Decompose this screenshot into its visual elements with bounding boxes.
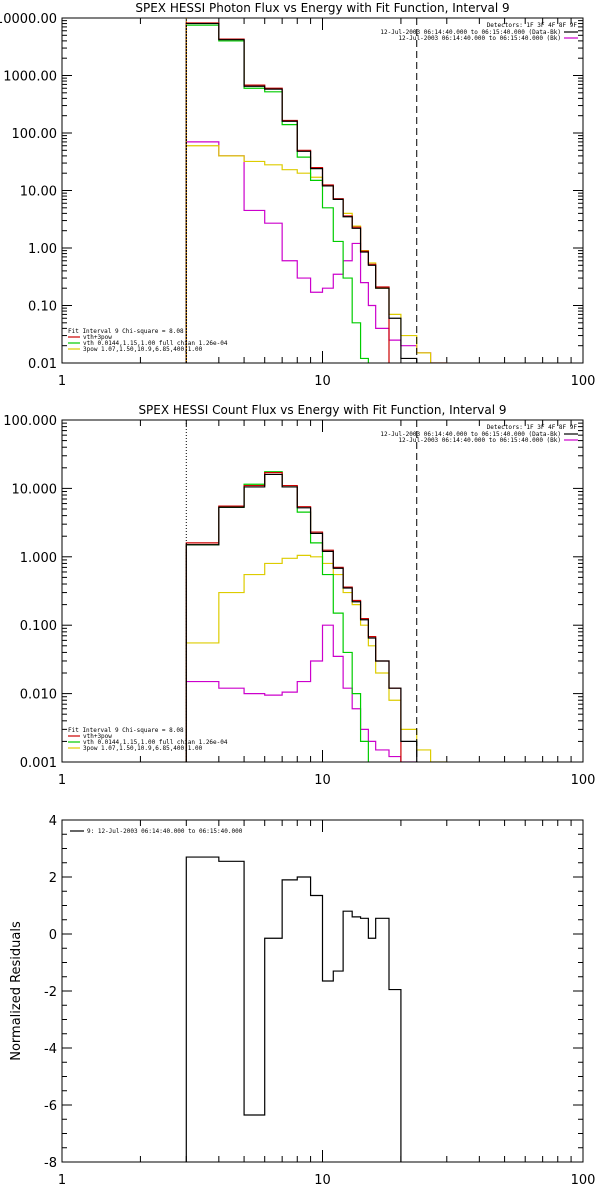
series-vth — [185, 471, 369, 762]
series-vth-3pow — [185, 22, 390, 363]
series-vth — [185, 24, 369, 363]
series-vth-3pow — [185, 472, 402, 762]
x-tick-label: 100 — [571, 374, 596, 389]
y-tick-label: 10.00 — [20, 185, 57, 200]
series-9-12-jul-2003-06-14-40-000-to-06-15-40-000 — [185, 856, 402, 1162]
fit-legend-label: 3pow 1.07,1.50,10.9,6.85,400,1.00 — [83, 346, 203, 353]
chart-panel-1: SPEX HESSI Photon Flux vs Energy with Fi… — [0, 1, 595, 389]
plot-frame — [61, 419, 584, 763]
y-tick-label: 1000.00 — [3, 70, 57, 85]
y-tick-label: 4 — [49, 814, 57, 829]
fit-legend-label: 3pow 1.07,1.50,10.9,6.85,400,1.00 — [83, 745, 203, 752]
plot-frame — [61, 819, 584, 1163]
y-tick-label: -2 — [44, 985, 57, 1000]
legend-header: Detectors: 1F 3F 4F 8F 9F — [487, 424, 578, 431]
legend-entry-label: 12-Jul-2003 06:14:40.000 to 06:15:40.000… — [380, 29, 561, 36]
legend-entry-label: 12-Jul-2003 06:14:40.000 to 06:15:40.000… — [398, 35, 561, 42]
y-tick-label: -8 — [44, 1156, 57, 1171]
x-tick-label: 100 — [571, 773, 596, 788]
fit-legend-label: vth 0.0144,1.15,1.00 full chian 1.26e-04 — [83, 340, 228, 347]
y-tick-label: 10.000 — [12, 482, 58, 497]
chart-panel-2: SPEX HESSI Count Flux vs Energy with Fit… — [3, 403, 595, 788]
y-tick-label: 2 — [49, 871, 57, 886]
y-axis-label: Normalized Residuals — [9, 921, 24, 1061]
y-tick-label: 1.000 — [20, 551, 57, 566]
legend-entry-label: 12-Jul-2003 06:14:40.000 to 06:15:40.000… — [380, 431, 561, 438]
series-group — [185, 856, 402, 1162]
chart-panel-3: Normalized Residuals 1 10 100 -8 -6 -4 -2 0 2 4 9: … — [9, 814, 595, 1188]
fit-legend-label: vth 0.0144,1.15,1.00 full chian 1.26e-04 — [83, 739, 228, 746]
y-tick-label: 100.00 — [12, 127, 58, 142]
series-group — [185, 22, 448, 363]
x-tick-label: 10 — [314, 374, 331, 389]
x-tick-label: 1 — [58, 1173, 66, 1188]
series-bk — [185, 624, 418, 762]
y-tick-label: 100.000 — [3, 414, 57, 429]
x-tick-label: 10 — [314, 1173, 331, 1188]
x-tick-label: 1 — [58, 773, 66, 788]
series-3pow — [185, 145, 448, 363]
chart-title: SPEX HESSI Count Flux vs Energy with Fit… — [138, 403, 506, 417]
legend-header: Detectors: 1F 3F 4F 8F 9F — [487, 22, 578, 29]
y-tick-label: -4 — [44, 1042, 57, 1057]
y-tick-label: 0.100 — [20, 619, 57, 634]
series-group — [185, 471, 448, 762]
series-3pow — [185, 554, 448, 762]
x-tick-label: 100 — [571, 1173, 596, 1188]
x-tick-label: 10 — [314, 773, 331, 788]
y-tick-label: 0 — [49, 928, 57, 943]
fit-legend-label: vth+3pow — [83, 733, 112, 740]
legend-entry-label: 12-Jul-2003 06:14:40.000 to 06:15:40.000… — [398, 437, 561, 444]
y-tick-label: 1.00 — [28, 242, 57, 257]
series-data-bk — [185, 473, 418, 762]
chart-title: SPEX HESSI Photon Flux vs Energy with Fi… — [135, 1, 509, 15]
legend-entry-label: 9: 12-Jul-2003 06:14:40.000 to 06:15:40.… — [87, 828, 243, 835]
y-tick-label: 10000.00 — [0, 12, 57, 27]
y-tick-label: 0.01 — [28, 357, 57, 372]
fit-legend-header: Fit Interval 9 Chi-square = 8.08 — [68, 328, 184, 335]
y-tick-label: 0.010 — [20, 688, 57, 703]
plot-frame — [61, 17, 584, 364]
y-tick-label: 0.001 — [20, 756, 57, 771]
y-tick-label: 0.10 — [28, 300, 57, 315]
x-tick-label: 1 — [58, 374, 66, 389]
y-tick-label: -6 — [44, 1099, 57, 1114]
fit-legend-label: vth+3pow — [83, 334, 112, 341]
series-data-bk — [185, 22, 418, 363]
fit-legend-header: Fit Interval 9 Chi-square = 8.08 — [68, 727, 184, 734]
series-bk — [185, 141, 448, 363]
